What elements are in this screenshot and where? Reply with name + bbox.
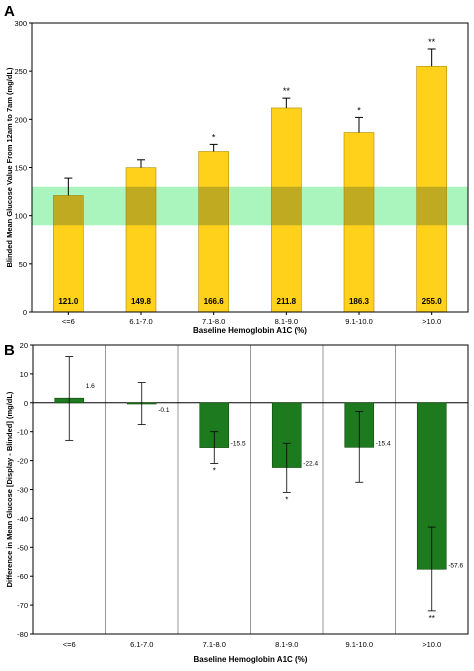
panel-a: A 121.0 <=6 149.8 6.1-7.0 * 166.6 7.1-8.0 ** 211.… xyxy=(4,3,469,335)
plot-frame xyxy=(31,22,469,313)
y-tick-label-9: -60 xyxy=(17,572,28,581)
x-tick-label-4: 8.1-9.0 xyxy=(275,640,298,649)
panel-label: B xyxy=(4,342,15,359)
significance-marker-3: * xyxy=(213,466,216,475)
panel-b: B 1.6 <=6 -0.1 6.1-7.0 -15.5 * 7.1-8.0 -22.4 * 8.1… xyxy=(4,341,469,664)
target-range-band xyxy=(32,186,468,226)
bar-band-overlap-2 xyxy=(126,186,156,226)
y-tick-label-10: -70 xyxy=(17,601,28,610)
x-tick-label-1: <=6 xyxy=(62,317,75,326)
y-tick-label-6: 250 xyxy=(14,67,27,76)
value-label-3: -15.5 xyxy=(231,441,246,448)
significance-marker-6: ** xyxy=(429,614,435,623)
significance-marker-3: * xyxy=(212,132,216,142)
y-tick-label-6: -30 xyxy=(17,486,28,495)
x-tick-label-6: >10.0 xyxy=(422,640,441,649)
value-label-3: 166.6 xyxy=(204,297,225,306)
y-tick-label-1: 20 xyxy=(20,341,28,350)
bar-3 xyxy=(198,151,229,313)
value-label-5: 186.3 xyxy=(349,297,370,306)
y-tick-label-7: 300 xyxy=(14,19,27,28)
value-label-2: 149.8 xyxy=(131,297,152,306)
y-tick-label-2: 10 xyxy=(20,370,28,379)
x-tick-label-2: 6.1-7.0 xyxy=(129,317,152,326)
x-tick-label-3: 7.1-8.0 xyxy=(203,640,226,649)
value-label-6: -57.6 xyxy=(448,562,463,569)
value-label-1: 1.6 xyxy=(86,383,95,390)
x-tick-label-6: >10.0 xyxy=(422,317,441,326)
significance-marker-6: ** xyxy=(428,37,436,47)
bar-band-overlap-5 xyxy=(344,186,374,226)
x-tick-label-4: 8.1-9.0 xyxy=(275,317,298,326)
significance-marker-5: * xyxy=(357,105,361,115)
x-tick-label-3: 7.1-8.0 xyxy=(202,317,225,326)
y-tick-label-1: 0 xyxy=(23,308,27,317)
y-tick-label-3: 100 xyxy=(14,212,27,221)
y-tick-label-8: -50 xyxy=(17,543,28,552)
significance-marker-4: ** xyxy=(283,86,291,96)
significance-marker-4: * xyxy=(285,495,288,504)
x-tick-label-5: 9.1-10.0 xyxy=(345,640,373,649)
value-label-6: 255.0 xyxy=(422,297,443,306)
x-tick-label-1: <=6 xyxy=(63,640,76,649)
y-tick-label-5: -20 xyxy=(17,457,28,466)
y-tick-label-3: 0 xyxy=(24,399,28,408)
value-label-2: -0.1 xyxy=(158,407,170,414)
value-label-5: -15.4 xyxy=(376,440,391,447)
y-tick-label-5: 200 xyxy=(14,115,27,124)
value-label-4: -22.4 xyxy=(303,461,318,468)
bar-band-overlap-1 xyxy=(53,195,84,226)
y-tick-label-7: -40 xyxy=(17,514,28,523)
x-tick-label-5: 9.1-10.0 xyxy=(345,317,373,326)
y-tick-label-2: 50 xyxy=(19,260,27,269)
value-label-1: 121.0 xyxy=(58,297,79,306)
bar-band-overlap-4 xyxy=(271,186,302,226)
bar-band-overlap-6 xyxy=(416,186,447,226)
y-tick-label-11: -80 xyxy=(17,630,28,639)
value-label-4: 211.8 xyxy=(277,297,297,306)
y-axis-label: Blinded Mean Glucose Value From 12am to … xyxy=(5,67,14,268)
bar-band-overlap-3 xyxy=(198,186,229,226)
y-axis-label: Difference in Mean Glucose [Display - Bl… xyxy=(5,391,14,587)
panel-label: A xyxy=(4,3,15,20)
x-axis-label: Baseline Hemoglobin A1C (%) xyxy=(194,655,308,664)
y-tick-label-4: -10 xyxy=(17,428,28,437)
x-axis-label: Baseline Hemoglobin A1C (%) xyxy=(193,326,307,335)
x-tick-label-2: 6.1-7.0 xyxy=(130,640,153,649)
y-tick-label-4: 150 xyxy=(14,164,27,173)
